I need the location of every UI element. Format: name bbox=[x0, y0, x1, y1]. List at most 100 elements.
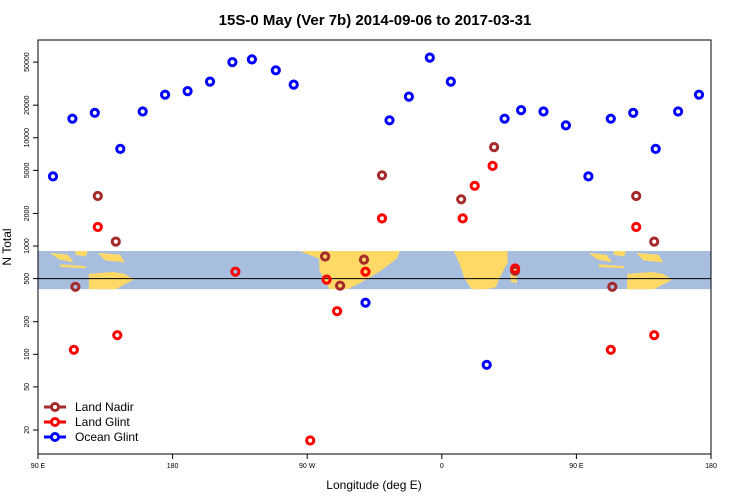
data-points bbox=[47, 52, 705, 446]
point-ocean-glint-3 bbox=[115, 143, 126, 154]
point-land-nadir-7 bbox=[456, 194, 467, 205]
land-australia-e bbox=[627, 272, 673, 290]
point-land-nadir-5 bbox=[358, 254, 370, 265]
legend-item-land-nadir: Land Nadir bbox=[44, 400, 134, 414]
point-ocean-glint-20 bbox=[538, 106, 549, 117]
point-ocean-glint-16 bbox=[445, 76, 456, 87]
y-axis-label: N Total bbox=[0, 228, 14, 265]
point-ocean-glint-21 bbox=[560, 120, 572, 131]
point-ocean-glint-2 bbox=[89, 107, 100, 118]
point-land-nadir-1 bbox=[92, 190, 103, 202]
point-ocean-glint-10 bbox=[270, 65, 281, 76]
x-tick-label-5: 180 bbox=[705, 463, 717, 470]
legend-marker-land-nadir bbox=[50, 402, 60, 412]
legend-label-land-nadir: Land Nadir bbox=[75, 400, 134, 414]
point-ocean-glint-26 bbox=[673, 106, 684, 117]
point-ocean-glint-23 bbox=[605, 113, 616, 124]
land-new-guinea-w bbox=[97, 252, 125, 263]
y-tick-label-7: 5000 bbox=[24, 162, 31, 178]
point-ocean-glint-25 bbox=[650, 143, 661, 154]
point-ocean-glint-14 bbox=[403, 91, 414, 102]
point-land-nadir-12 bbox=[649, 236, 660, 247]
point-ocean-glint-4 bbox=[137, 106, 148, 117]
legend-label-land-glint: Land Glint bbox=[75, 415, 130, 429]
y-tick-label-8: 10000 bbox=[24, 128, 31, 148]
land-borneo-e bbox=[613, 251, 626, 257]
point-land-glint-9 bbox=[457, 213, 468, 224]
legend-label-ocean-glint: Ocean Glint bbox=[75, 430, 139, 444]
y-tick-label-3: 200 bbox=[24, 316, 31, 328]
point-ocean-glint-0 bbox=[47, 171, 59, 182]
point-ocean-glint-17 bbox=[481, 359, 492, 370]
point-ocean-glint-7 bbox=[204, 76, 216, 87]
point-ocean-glint-11 bbox=[288, 79, 299, 90]
point-ocean-glint-18 bbox=[499, 113, 510, 124]
point-land-glint-3 bbox=[230, 266, 241, 277]
point-land-glint-7 bbox=[360, 266, 371, 277]
point-land-glint-14 bbox=[631, 221, 642, 233]
point-land-nadir-2 bbox=[110, 236, 121, 247]
point-land-nadir-4 bbox=[335, 280, 346, 291]
y-tick-label-1: 50 bbox=[24, 383, 31, 391]
y-tick-label-10: 50000 bbox=[24, 52, 31, 72]
point-land-nadir-3 bbox=[320, 251, 331, 262]
point-land-glint-6 bbox=[332, 306, 343, 317]
x-tick-label-0: 90 E bbox=[31, 463, 46, 470]
point-land-glint-15 bbox=[649, 330, 660, 341]
point-ocean-glint-27 bbox=[693, 89, 705, 100]
point-ocean-glint-13 bbox=[384, 115, 395, 126]
point-ocean-glint-19 bbox=[516, 105, 527, 116]
point-ocean-glint-15 bbox=[424, 52, 435, 63]
point-land-glint-12 bbox=[509, 263, 521, 274]
x-tick-label-3: 0 bbox=[440, 463, 444, 470]
axis-ticks: 90 E 180 90 W 0 90 E 180 20 50 100 200 500 1000 2000… bbox=[24, 52, 717, 470]
point-land-glint-5 bbox=[321, 274, 332, 285]
land-sumatra-e bbox=[588, 252, 613, 263]
point-ocean-glint-22 bbox=[583, 171, 594, 182]
point-ocean-glint-5 bbox=[160, 89, 171, 100]
point-land-nadir-6 bbox=[376, 170, 388, 181]
point-ocean-glint-8 bbox=[227, 57, 238, 68]
x-tick-label-4: 90 E bbox=[569, 463, 584, 470]
point-land-glint-11 bbox=[487, 160, 498, 171]
point-ocean-glint-24 bbox=[628, 107, 639, 118]
point-ocean-glint-6 bbox=[182, 86, 193, 97]
legend-marker-ocean-glint bbox=[50, 432, 60, 442]
land-borneo-w bbox=[75, 251, 88, 257]
y-tick-label-6: 2000 bbox=[24, 206, 31, 222]
land-sumatra-w bbox=[50, 252, 74, 263]
point-land-glint-0 bbox=[68, 344, 80, 355]
land-java-w bbox=[60, 264, 86, 269]
legend-item-ocean-glint: Ocean Glint bbox=[44, 430, 139, 444]
world-map-band bbox=[38, 250, 711, 290]
point-land-glint-2 bbox=[112, 330, 123, 341]
point-ocean-glint-9 bbox=[246, 54, 257, 65]
land-africa bbox=[453, 251, 508, 290]
y-tick-label-9: 20000 bbox=[24, 95, 31, 115]
point-land-glint-13 bbox=[605, 344, 616, 355]
legend: Land Nadir Land Glint Ocean Glint bbox=[44, 400, 139, 444]
point-land-nadir-10 bbox=[607, 281, 618, 292]
point-land-nadir-11 bbox=[631, 190, 642, 202]
point-land-glint-8 bbox=[376, 213, 388, 224]
y-tick-label-0: 20 bbox=[24, 426, 31, 434]
chart-title: 15S-0 May (Ver 7b) 2014-09-06 to 2017-03… bbox=[219, 12, 532, 29]
point-ocean-glint-12 bbox=[360, 297, 371, 308]
x-tick-label-1: 180 bbox=[167, 463, 179, 470]
point-land-nadir-0 bbox=[70, 281, 81, 292]
plot-frame bbox=[37, 39, 712, 455]
x-tick-label-2: 90 W bbox=[299, 463, 316, 470]
y-tick-label-4: 500 bbox=[24, 273, 31, 285]
legend-item-land-glint: Land Glint bbox=[44, 415, 130, 429]
y-tick-label-5: 1000 bbox=[24, 238, 31, 254]
land-new-guinea-e bbox=[636, 252, 664, 263]
y-tick-label-2: 100 bbox=[24, 348, 31, 360]
x-axis-label: Longitude (deg E) bbox=[326, 478, 421, 492]
land-java-e bbox=[598, 264, 625, 269]
point-land-glint-1 bbox=[92, 221, 103, 233]
legend-marker-land-glint bbox=[50, 417, 60, 427]
land-australia-w bbox=[88, 272, 134, 290]
point-land-glint-4 bbox=[305, 435, 316, 446]
